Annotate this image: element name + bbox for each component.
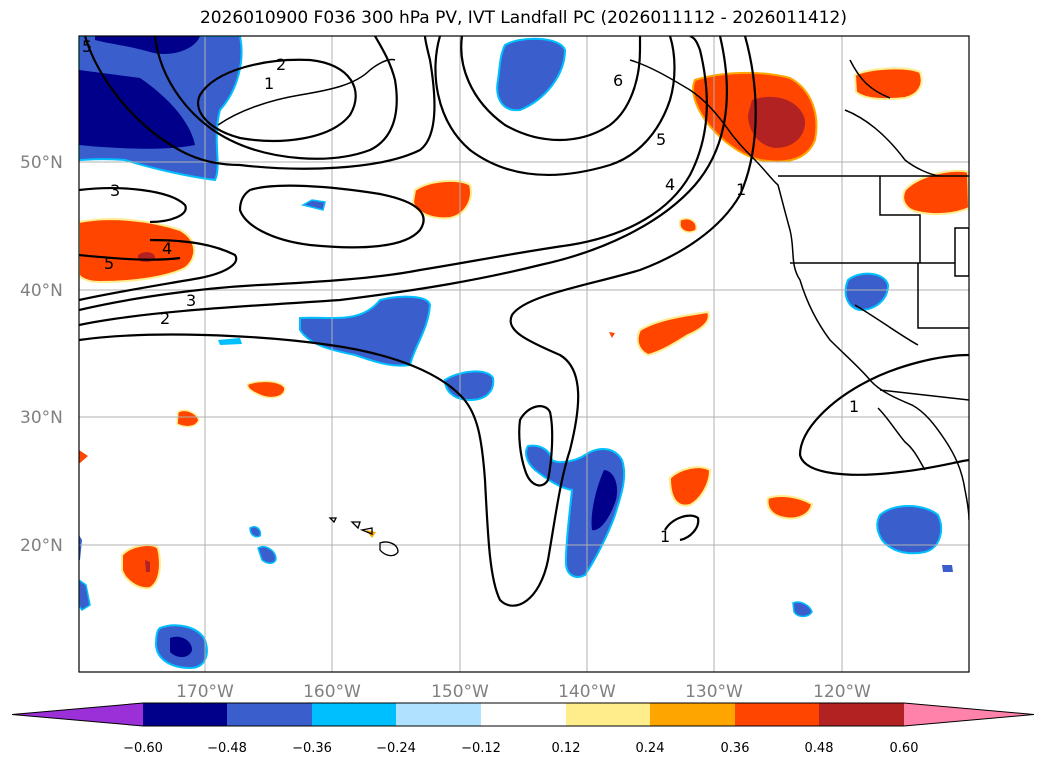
colorbar-segment	[819, 703, 904, 726]
contour-label-group: 5 2 1 3 4 5 3 2 6 5 4 1 1 1	[82, 37, 859, 546]
colorbar-segment	[312, 703, 396, 726]
contour-label: 5	[82, 37, 92, 56]
colorbar-segment	[566, 703, 650, 726]
colorbar-segment	[650, 703, 735, 726]
lon-label: 170°W	[176, 682, 234, 702]
lon-label: 160°W	[303, 682, 361, 702]
map-title: 2026010900 F036 300 hPa PV, IVT Landfall…	[199, 8, 847, 28]
contour-label: 4	[162, 239, 172, 258]
lat-label: 30°N	[20, 408, 63, 428]
contour-label: 1	[264, 74, 274, 93]
colorbar-segment	[12, 703, 143, 726]
ivt-contours	[79, 36, 969, 607]
colorbar-tick-label: −0.24	[376, 741, 416, 756]
map-area	[79, 36, 969, 672]
colorbar-tick-label: −0.60	[123, 741, 163, 756]
colorbar-tick-label: −0.12	[461, 741, 501, 756]
lat-label: 20°N	[20, 536, 63, 556]
lon-label: 140°W	[558, 682, 616, 702]
contour-label: 1	[849, 397, 859, 416]
lat-label: 40°N	[20, 281, 63, 301]
contour-label: 5	[656, 130, 666, 149]
contour-label: 3	[110, 181, 120, 200]
latitude-axis: 50°N 40°N 30°N 20°N	[20, 153, 63, 556]
contour-label: 1	[736, 180, 746, 199]
lat-label: 50°N	[20, 153, 63, 173]
hawaii-islands	[328, 517, 399, 557]
colorbar-tick-label: 0.36	[721, 741, 750, 756]
lon-label: 130°W	[685, 682, 743, 702]
contour-label: 3	[186, 291, 196, 310]
colorbar-segment	[904, 703, 1034, 726]
colorbar-segment	[735, 703, 819, 726]
contour-label: 2	[160, 309, 170, 328]
contour-label: 6	[613, 71, 623, 90]
gridlines	[79, 36, 969, 672]
colorbar-ticks: −0.60 −0.48 −0.36 −0.24 −0.12 0.12 0.24 …	[123, 741, 918, 756]
colorbar	[11, 702, 1035, 727]
colorbar-tick-label: −0.48	[207, 741, 247, 756]
longitude-axis: 170°W 160°W 150°W 140°W 130°W 120°W	[176, 682, 871, 702]
colorbar-tick-label: −0.36	[292, 741, 332, 756]
lon-label: 150°W	[431, 682, 489, 702]
lon-label: 120°W	[813, 682, 871, 702]
colorbar-segment	[481, 703, 566, 726]
colorbar-tick-label: 0.12	[552, 741, 581, 756]
contour-label: 2	[276, 55, 286, 74]
colorbar-outline	[11, 702, 1035, 727]
colorbar-tick-label: 0.60	[890, 741, 919, 756]
colorbar-segment	[143, 703, 227, 726]
colorbar-segment	[227, 703, 312, 726]
colorbar-tick-label: 0.48	[805, 741, 834, 756]
colorbar-segment	[396, 703, 481, 726]
pv-shading	[79, 36, 969, 670]
contour-label: 5	[104, 254, 114, 273]
map-frame	[78, 35, 970, 673]
contour-label: 4	[665, 175, 675, 194]
coastlines	[217, 58, 969, 521]
colorbar-tick-label: 0.24	[636, 741, 665, 756]
contour-label: 1	[660, 527, 670, 546]
